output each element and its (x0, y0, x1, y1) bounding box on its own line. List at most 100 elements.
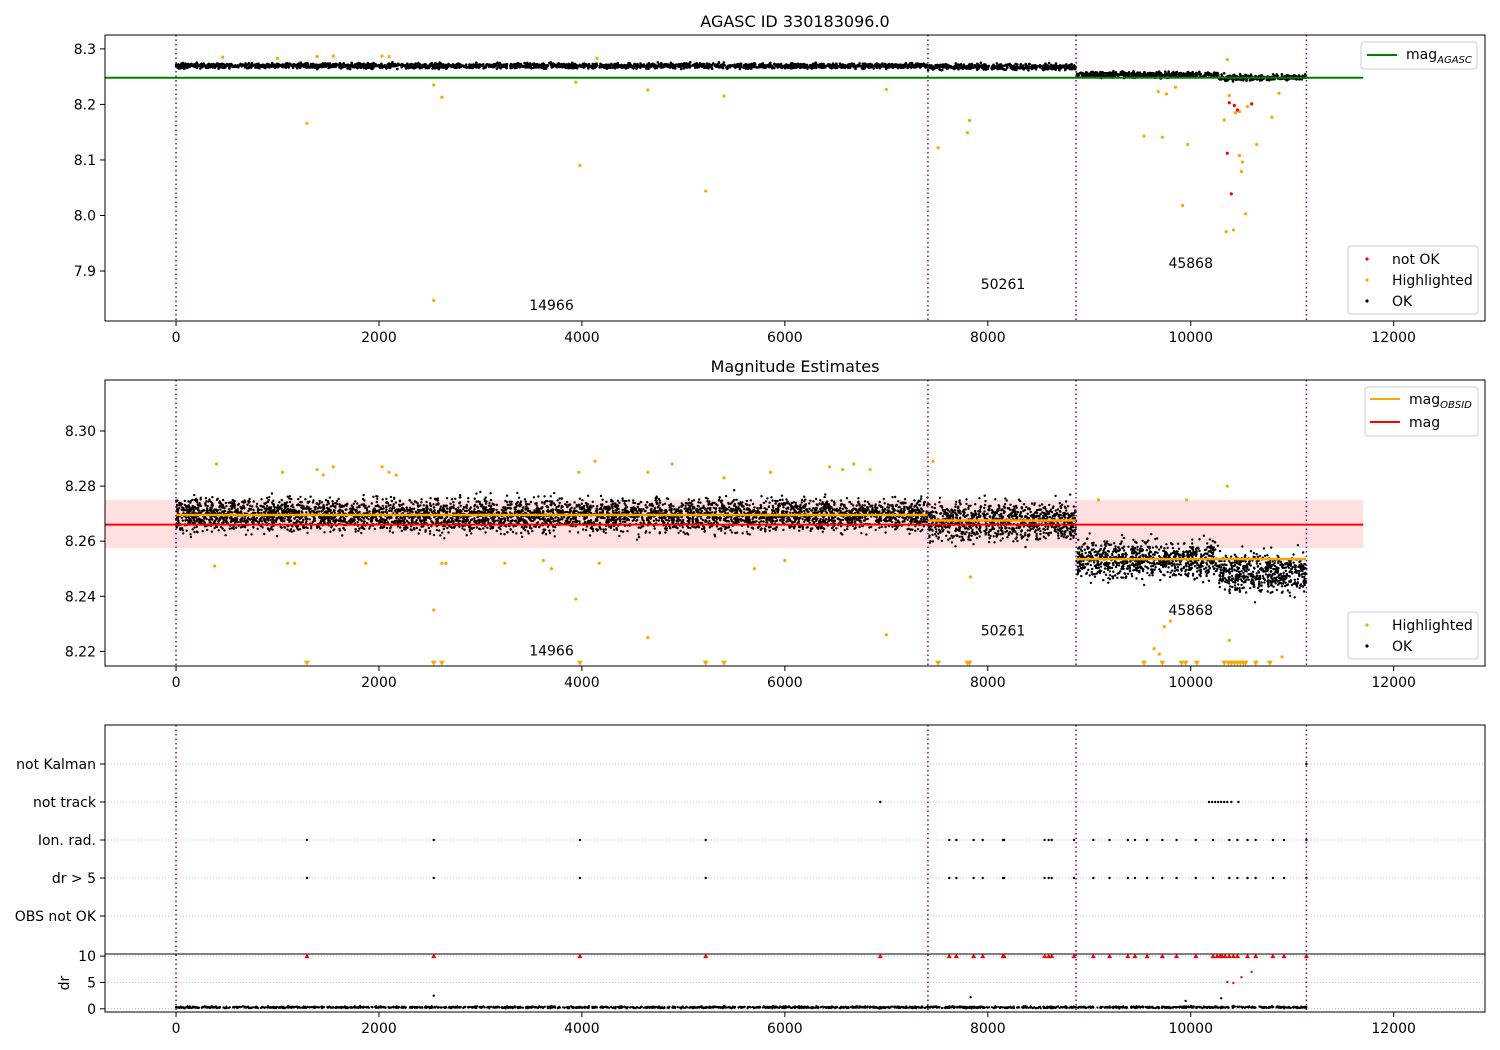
panel-agasc-legend-lower[interactable]: not OK Highlighted OK (1347, 245, 1479, 315)
highlighted-point (1243, 212, 1248, 216)
ok-point (624, 65, 628, 69)
ok-point (848, 64, 851, 68)
x-tick-label: 2000 (361, 330, 397, 346)
ok-point (934, 66, 937, 69)
x-tick-label: 6000 (767, 675, 803, 691)
ok-point (182, 532, 185, 535)
ok-point (957, 68, 960, 71)
highlighted-point (574, 80, 578, 84)
ok-point (992, 65, 996, 69)
ok-point (599, 62, 602, 66)
ok-point (303, 62, 306, 66)
ok-point (1024, 62, 1027, 66)
ok-point (424, 63, 428, 67)
ok-point (803, 509, 806, 513)
highlighted-point (1239, 170, 1244, 174)
ok-point (858, 64, 861, 68)
highlighted-point (884, 87, 888, 92)
ok-point (448, 63, 452, 67)
ok-point (1018, 67, 1022, 70)
y-tick-label: 8.24 (65, 589, 96, 605)
ok-point (206, 528, 209, 532)
ok-point (311, 63, 315, 67)
ok-point (484, 65, 487, 69)
ok-point (390, 509, 393, 513)
ok-point (263, 532, 266, 536)
x-tick-label: 0 (172, 330, 181, 346)
ok-point (1025, 67, 1028, 70)
ok-point (1090, 70, 1093, 74)
ok-point (672, 64, 676, 67)
ok-point (283, 517, 287, 520)
ok-point (809, 64, 813, 67)
ok-point (553, 491, 556, 495)
ok-point (426, 66, 430, 70)
ok-point (669, 64, 673, 67)
ok-point (355, 63, 359, 67)
ok-point (1005, 65, 1009, 69)
ok-point (587, 67, 590, 70)
ok-point (1170, 74, 1173, 78)
panel-agasc-title: AGASC ID 330183096.0 (700, 12, 889, 31)
highlighted-point (380, 54, 384, 58)
ok-point (914, 529, 917, 532)
ok-point (1164, 70, 1167, 73)
ok-point (1112, 74, 1116, 77)
ok-point (983, 64, 987, 67)
ok-point (463, 528, 466, 531)
panel-agasc-legend-upper[interactable]: magAGASC (1360, 41, 1478, 70)
x-tick-label: 8000 (970, 675, 1006, 691)
ok-point (954, 66, 957, 70)
highlighted-point (1181, 203, 1185, 208)
ok-point (970, 62, 973, 66)
ok-point (921, 64, 924, 67)
ok-point (664, 531, 667, 534)
ok-point (573, 65, 577, 68)
ok-point (1073, 67, 1077, 71)
ok-point (916, 64, 920, 67)
ok-point (805, 64, 808, 68)
ok-point (219, 508, 222, 511)
y-tick-label: 7.9 (74, 264, 96, 280)
ok-point (1141, 74, 1144, 78)
highlighted-point (1222, 118, 1226, 122)
ok-point (532, 66, 535, 69)
ok-point (1232, 73, 1235, 77)
ok-point (504, 64, 508, 67)
highlighted-point (440, 95, 444, 99)
ok-point (227, 508, 231, 511)
ok-point (252, 525, 255, 529)
ok-point (190, 62, 193, 66)
ok-point (228, 63, 231, 66)
ok-point (866, 500, 869, 504)
ok-point (828, 66, 832, 69)
ok-point (569, 63, 573, 67)
ok-point (410, 501, 413, 504)
ok-point (957, 65, 961, 69)
ok-point (1050, 67, 1054, 71)
highlighted-point (1277, 91, 1281, 95)
highlighted-point (1164, 92, 1168, 96)
ok-point (679, 67, 683, 71)
ok-point (292, 62, 296, 66)
ok-point (280, 498, 283, 502)
highlighted-point (578, 163, 582, 168)
ok-point (288, 500, 292, 504)
ok-point (582, 66, 586, 69)
ok-point (489, 498, 493, 502)
y-tick-label: 8.3 (74, 42, 96, 58)
ok-point (651, 64, 654, 68)
ok-point (588, 534, 592, 537)
ok-point (180, 516, 183, 520)
ok-point (1156, 72, 1160, 76)
ok-point (514, 66, 517, 69)
ok-point (720, 529, 723, 532)
not-ok-point (1227, 101, 1231, 105)
legend-ok-marker (1365, 299, 1369, 303)
ok-point (855, 504, 858, 507)
ok-point (1146, 72, 1150, 75)
ok-point (639, 66, 642, 69)
ok-point (548, 61, 551, 65)
highlighted-point (704, 189, 708, 193)
ok-point (735, 65, 739, 69)
